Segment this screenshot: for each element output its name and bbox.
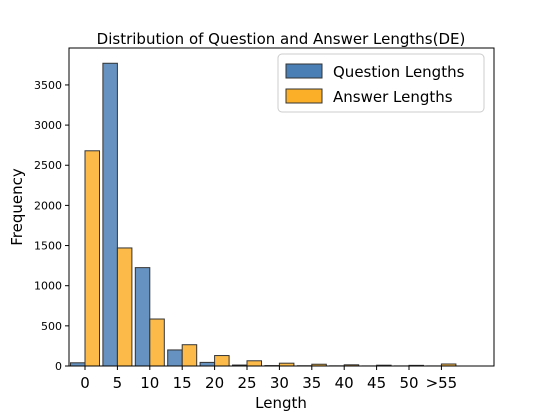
- bar-question-2: [135, 268, 150, 366]
- x-tick-label-0: 0: [80, 374, 90, 392]
- x-tick-label-9: 45: [367, 374, 386, 392]
- bar-answer-1: [117, 248, 131, 366]
- y-axis: 0 500 1000 1500 2000 2500 3000 3500: [34, 79, 69, 373]
- x-tick-label-7: 35: [302, 374, 321, 392]
- legend-swatch-answer-lengths: [286, 89, 322, 103]
- y-tick-label-4: 2000: [34, 199, 62, 212]
- x-tick-label-11: >55: [426, 374, 458, 392]
- chart-title: Distribution of Question and Answer Leng…: [97, 30, 466, 48]
- legend-swatch-question-lengths: [286, 64, 322, 78]
- x-tick-label-5: 25: [237, 374, 256, 392]
- y-tick-label-0: 0: [55, 360, 62, 373]
- bar-answer-5: [247, 361, 262, 366]
- bar-question-1: [103, 63, 118, 366]
- legend-label-answer-lengths: Answer Lengths: [333, 88, 453, 106]
- x-tick-label-2: 10: [140, 374, 159, 392]
- bar-answer-2: [150, 319, 165, 366]
- y-tick-label-2: 1000: [34, 280, 62, 293]
- y-tick-label-5: 2500: [34, 159, 62, 172]
- x-tick-label-4: 20: [205, 374, 224, 392]
- bar-question-3: [168, 350, 183, 366]
- x-tick-label-1: 5: [113, 374, 123, 392]
- y-tick-label-6: 3000: [34, 119, 62, 132]
- x-axis: 0 5 10 15 20 25 30 35 40 45 50 >55: [80, 366, 457, 392]
- x-axis-label: Length: [255, 394, 307, 411]
- x-tick-label-10: 50: [399, 374, 418, 392]
- bar-answer-0: [85, 151, 100, 366]
- x-tick-label-6: 30: [270, 374, 289, 392]
- x-tick-label-8: 40: [335, 374, 354, 392]
- y-tick-label-3: 1500: [34, 240, 62, 253]
- bar-answer-3: [182, 345, 197, 366]
- y-tick-label-1: 500: [41, 320, 62, 333]
- y-axis-label: Frequency: [8, 168, 26, 246]
- legend: Question Lengths Answer Lengths: [278, 54, 484, 112]
- y-tick-label-7: 3500: [34, 79, 62, 92]
- x-tick-label-3: 15: [173, 374, 192, 392]
- legend-label-question-lengths: Question Lengths: [333, 63, 465, 81]
- bar-question-4: [200, 362, 215, 366]
- bar-answer-4: [215, 356, 230, 366]
